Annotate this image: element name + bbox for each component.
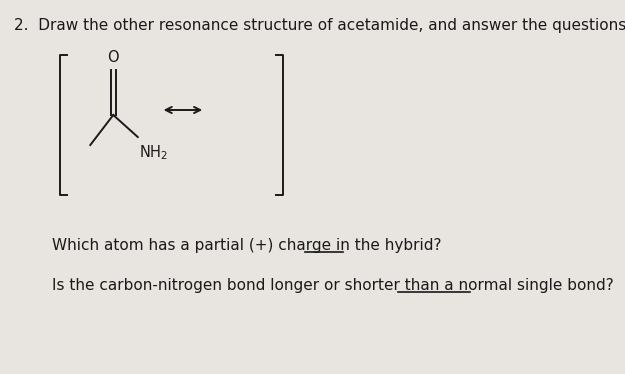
Text: Which atom has a partial (+) charge in the hybrid?: Which atom has a partial (+) charge in t…: [52, 238, 441, 253]
Text: 2.  Draw the other resonance structure of acetamide, and answer the questions.: 2. Draw the other resonance structure of…: [14, 18, 625, 33]
Text: NH$_2$: NH$_2$: [139, 143, 168, 162]
Text: Is the carbon-nitrogen bond longer or shorter than a normal single bond?: Is the carbon-nitrogen bond longer or sh…: [52, 278, 614, 293]
Text: O: O: [107, 50, 119, 65]
